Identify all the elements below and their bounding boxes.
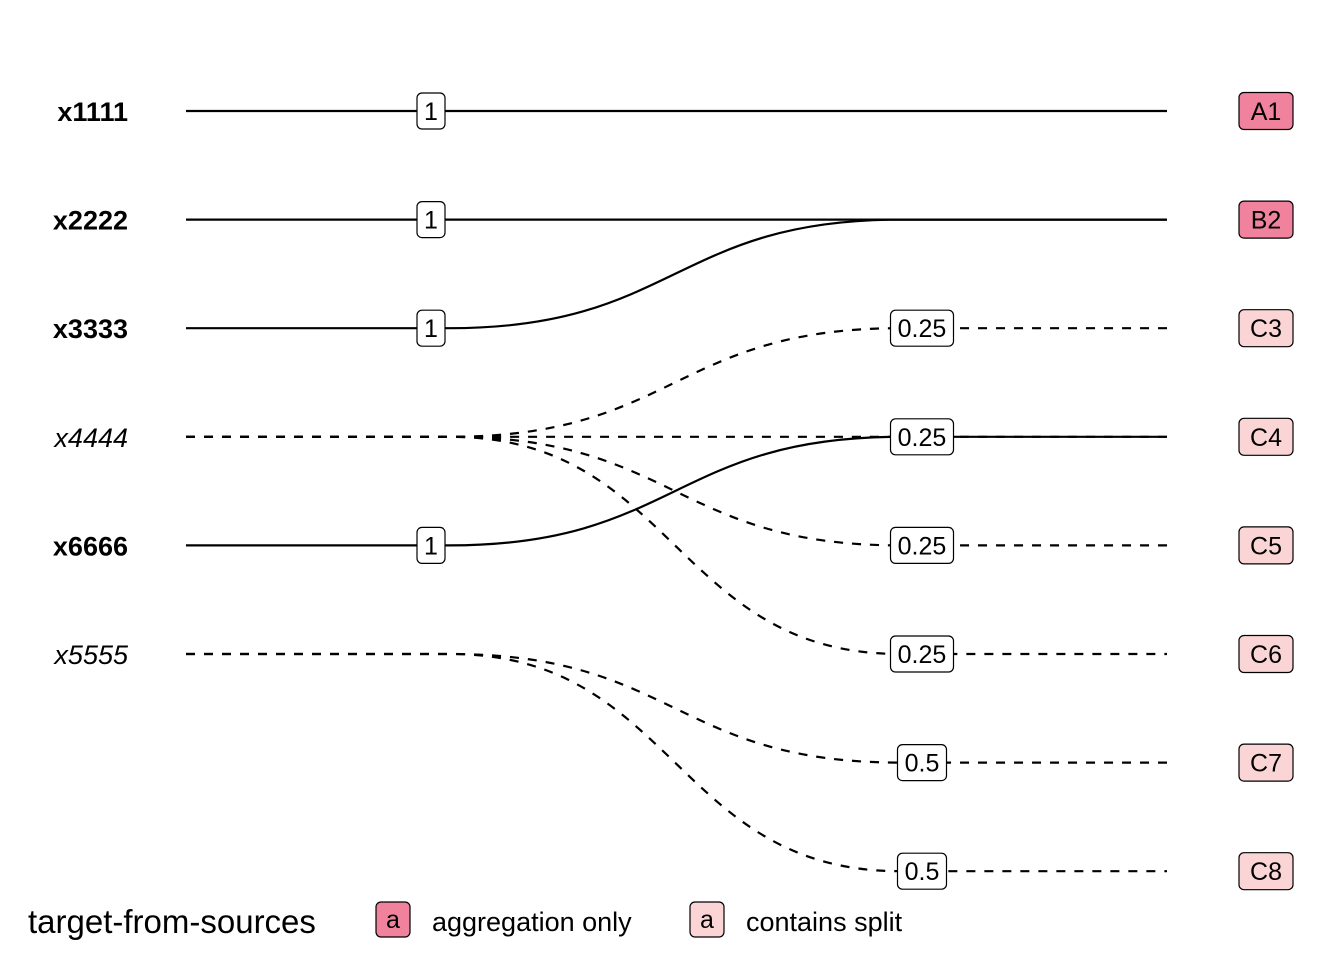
target-label-A1: A1 xyxy=(1238,91,1294,131)
weight-label-text: 1 xyxy=(424,315,438,343)
source-label-x1111: x1111 xyxy=(57,97,128,127)
target-label-box xyxy=(1238,417,1294,456)
legend-key-text: a xyxy=(386,906,400,934)
target-label-B2: B2 xyxy=(1238,200,1294,239)
edge-x4444-C6 xyxy=(186,435,1167,656)
target-label-C6: C6 xyxy=(1238,634,1294,674)
weight-label-box xyxy=(416,92,446,130)
target-label-box xyxy=(1238,852,1294,891)
weight-label-box xyxy=(896,852,948,890)
target-label-box xyxy=(1238,634,1294,674)
edge-x4444-C5 xyxy=(186,435,1167,547)
edge-x3333-B2 xyxy=(186,218,1167,330)
target-labels-layer: A1 B2 C3 C4 C5 C6 C7 C8 xyxy=(1238,91,1294,891)
target-label-box xyxy=(1238,743,1294,782)
weight-label-text: 0.25 xyxy=(898,315,947,343)
target-label-C5: C5 xyxy=(1238,526,1294,565)
edge-x5555-C8 xyxy=(186,652,1167,873)
weight-label-box xyxy=(416,526,446,565)
weight-label-x6666-C4: 1 xyxy=(416,526,446,565)
source-label-x6666: x6666 xyxy=(53,531,128,561)
weight-label-x4444-C3: 0.25 xyxy=(889,309,955,347)
target-label-text: C3 xyxy=(1250,315,1282,343)
target-label-text: C5 xyxy=(1250,532,1282,560)
legend-item-label: aggregation only xyxy=(432,907,632,937)
target-label-text: C6 xyxy=(1250,641,1282,669)
weight-label-text: 0.25 xyxy=(898,532,947,560)
weight-label-x4444-C4: 0.25 xyxy=(889,418,955,456)
weight-label-x1111-A1: 1 xyxy=(416,92,446,130)
legend-key-box xyxy=(689,901,725,938)
legend-title: target-from-sources xyxy=(28,903,316,940)
weight-label-x5555-C7: 0.5 xyxy=(896,743,948,782)
legend-key-box xyxy=(375,901,411,938)
source-label-x5555: x5555 xyxy=(52,640,129,670)
source-label-x2222: x2222 xyxy=(53,206,128,236)
weight-label-box xyxy=(416,309,446,347)
target-label-box xyxy=(1238,309,1294,348)
target-label-text: C7 xyxy=(1250,750,1282,778)
legend-key-text: a xyxy=(700,906,714,934)
legend-items: a aggregation only a contains split xyxy=(375,901,903,938)
edge-x6666-C4 xyxy=(186,435,1167,547)
weight-label-text: 1 xyxy=(424,207,438,235)
weight-label-text: 1 xyxy=(424,532,438,560)
weight-label-box xyxy=(889,418,955,456)
legend-item-aggregation-only: a aggregation only xyxy=(375,901,632,938)
weight-label-x3333-B2: 1 xyxy=(416,309,446,347)
weight-label-box xyxy=(889,526,955,565)
weight-label-text: 0.25 xyxy=(898,424,947,452)
weight-label-x2222-B2: 1 xyxy=(416,201,446,239)
source-label-x4444: x4444 xyxy=(52,423,128,453)
target-label-text: B2 xyxy=(1251,207,1282,235)
weight-label-box xyxy=(416,201,446,239)
source-labels-layer: x1111 x2222 x3333 x4444 x6666 x5555 xyxy=(52,97,129,670)
weight-label-text: 0.5 xyxy=(905,750,940,778)
weight-label-text: 0.25 xyxy=(898,641,947,669)
edge-x4444-C3 xyxy=(186,327,1167,438)
target-label-box xyxy=(1238,200,1294,239)
edge-x5555-C7 xyxy=(186,652,1167,764)
weight-label-text: 0.5 xyxy=(905,858,940,886)
target-label-box xyxy=(1238,91,1294,131)
source-label-x3333: x3333 xyxy=(53,314,128,344)
weight-label-box xyxy=(896,743,948,782)
legend-item-contains-split: a contains split xyxy=(689,901,903,938)
legend: target-from-sources a aggregation only a co… xyxy=(28,901,903,940)
legend-item-label: contains split xyxy=(746,907,903,937)
target-label-text: A1 xyxy=(1251,98,1282,126)
target-label-C4: C4 xyxy=(1238,417,1294,456)
weight-labels-layer: 1 1 1 1 0.25 0.25 0.25 0.25 0.5 0.5 xyxy=(416,92,955,890)
weight-label-text: 1 xyxy=(424,98,438,126)
weight-label-box xyxy=(889,309,955,347)
edges-layer xyxy=(186,109,1167,873)
weight-label-x5555-C8: 0.5 xyxy=(896,852,948,890)
weight-label-x4444-C6: 0.25 xyxy=(889,635,955,673)
weight-label-box xyxy=(889,635,955,673)
target-label-C7: C7 xyxy=(1238,743,1294,782)
target-label-text: C4 xyxy=(1250,424,1282,452)
weight-label-x4444-C5: 0.25 xyxy=(889,526,955,565)
target-label-box xyxy=(1238,526,1294,565)
target-label-C3: C3 xyxy=(1238,309,1294,348)
target-label-text: C8 xyxy=(1250,858,1282,886)
target-label-C8: C8 xyxy=(1238,852,1294,891)
